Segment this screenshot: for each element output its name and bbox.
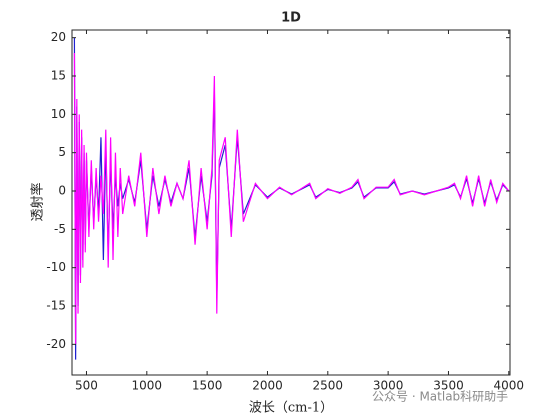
x-tick-label: 4000 bbox=[494, 379, 525, 393]
plot-area bbox=[73, 37, 510, 360]
chart-title: 1D bbox=[281, 11, 301, 26]
x-tick-label: 2500 bbox=[313, 379, 344, 393]
y-axis-label: 透射率 bbox=[30, 182, 46, 221]
y-tick-label: -15 bbox=[46, 299, 66, 313]
y-tick-label: -20 bbox=[46, 337, 66, 351]
watermark: 公众号 · Matlab科研助手 bbox=[372, 390, 508, 404]
x-tick-label: 1500 bbox=[192, 379, 223, 393]
y-tick-label: 10 bbox=[51, 107, 66, 121]
y-tick-label: 5 bbox=[58, 145, 66, 159]
x-tick-label: 3000 bbox=[373, 379, 404, 393]
y-tick-label: 0 bbox=[58, 184, 66, 198]
y-tick-label: -5 bbox=[54, 222, 66, 236]
series-line bbox=[73, 52, 510, 345]
y-tick-label: 15 bbox=[51, 69, 66, 83]
y-tick-label: -10 bbox=[46, 260, 66, 274]
axes-box bbox=[71, 29, 511, 376]
x-axis-label: 波长（cm-1） bbox=[249, 401, 333, 416]
x-tick-label: 500 bbox=[75, 379, 98, 393]
y-tick-label: 20 bbox=[51, 30, 66, 44]
x-tick-label: 2000 bbox=[252, 379, 283, 393]
x-tick-label: 3500 bbox=[433, 379, 464, 393]
x-tick-label: 1000 bbox=[132, 379, 163, 393]
